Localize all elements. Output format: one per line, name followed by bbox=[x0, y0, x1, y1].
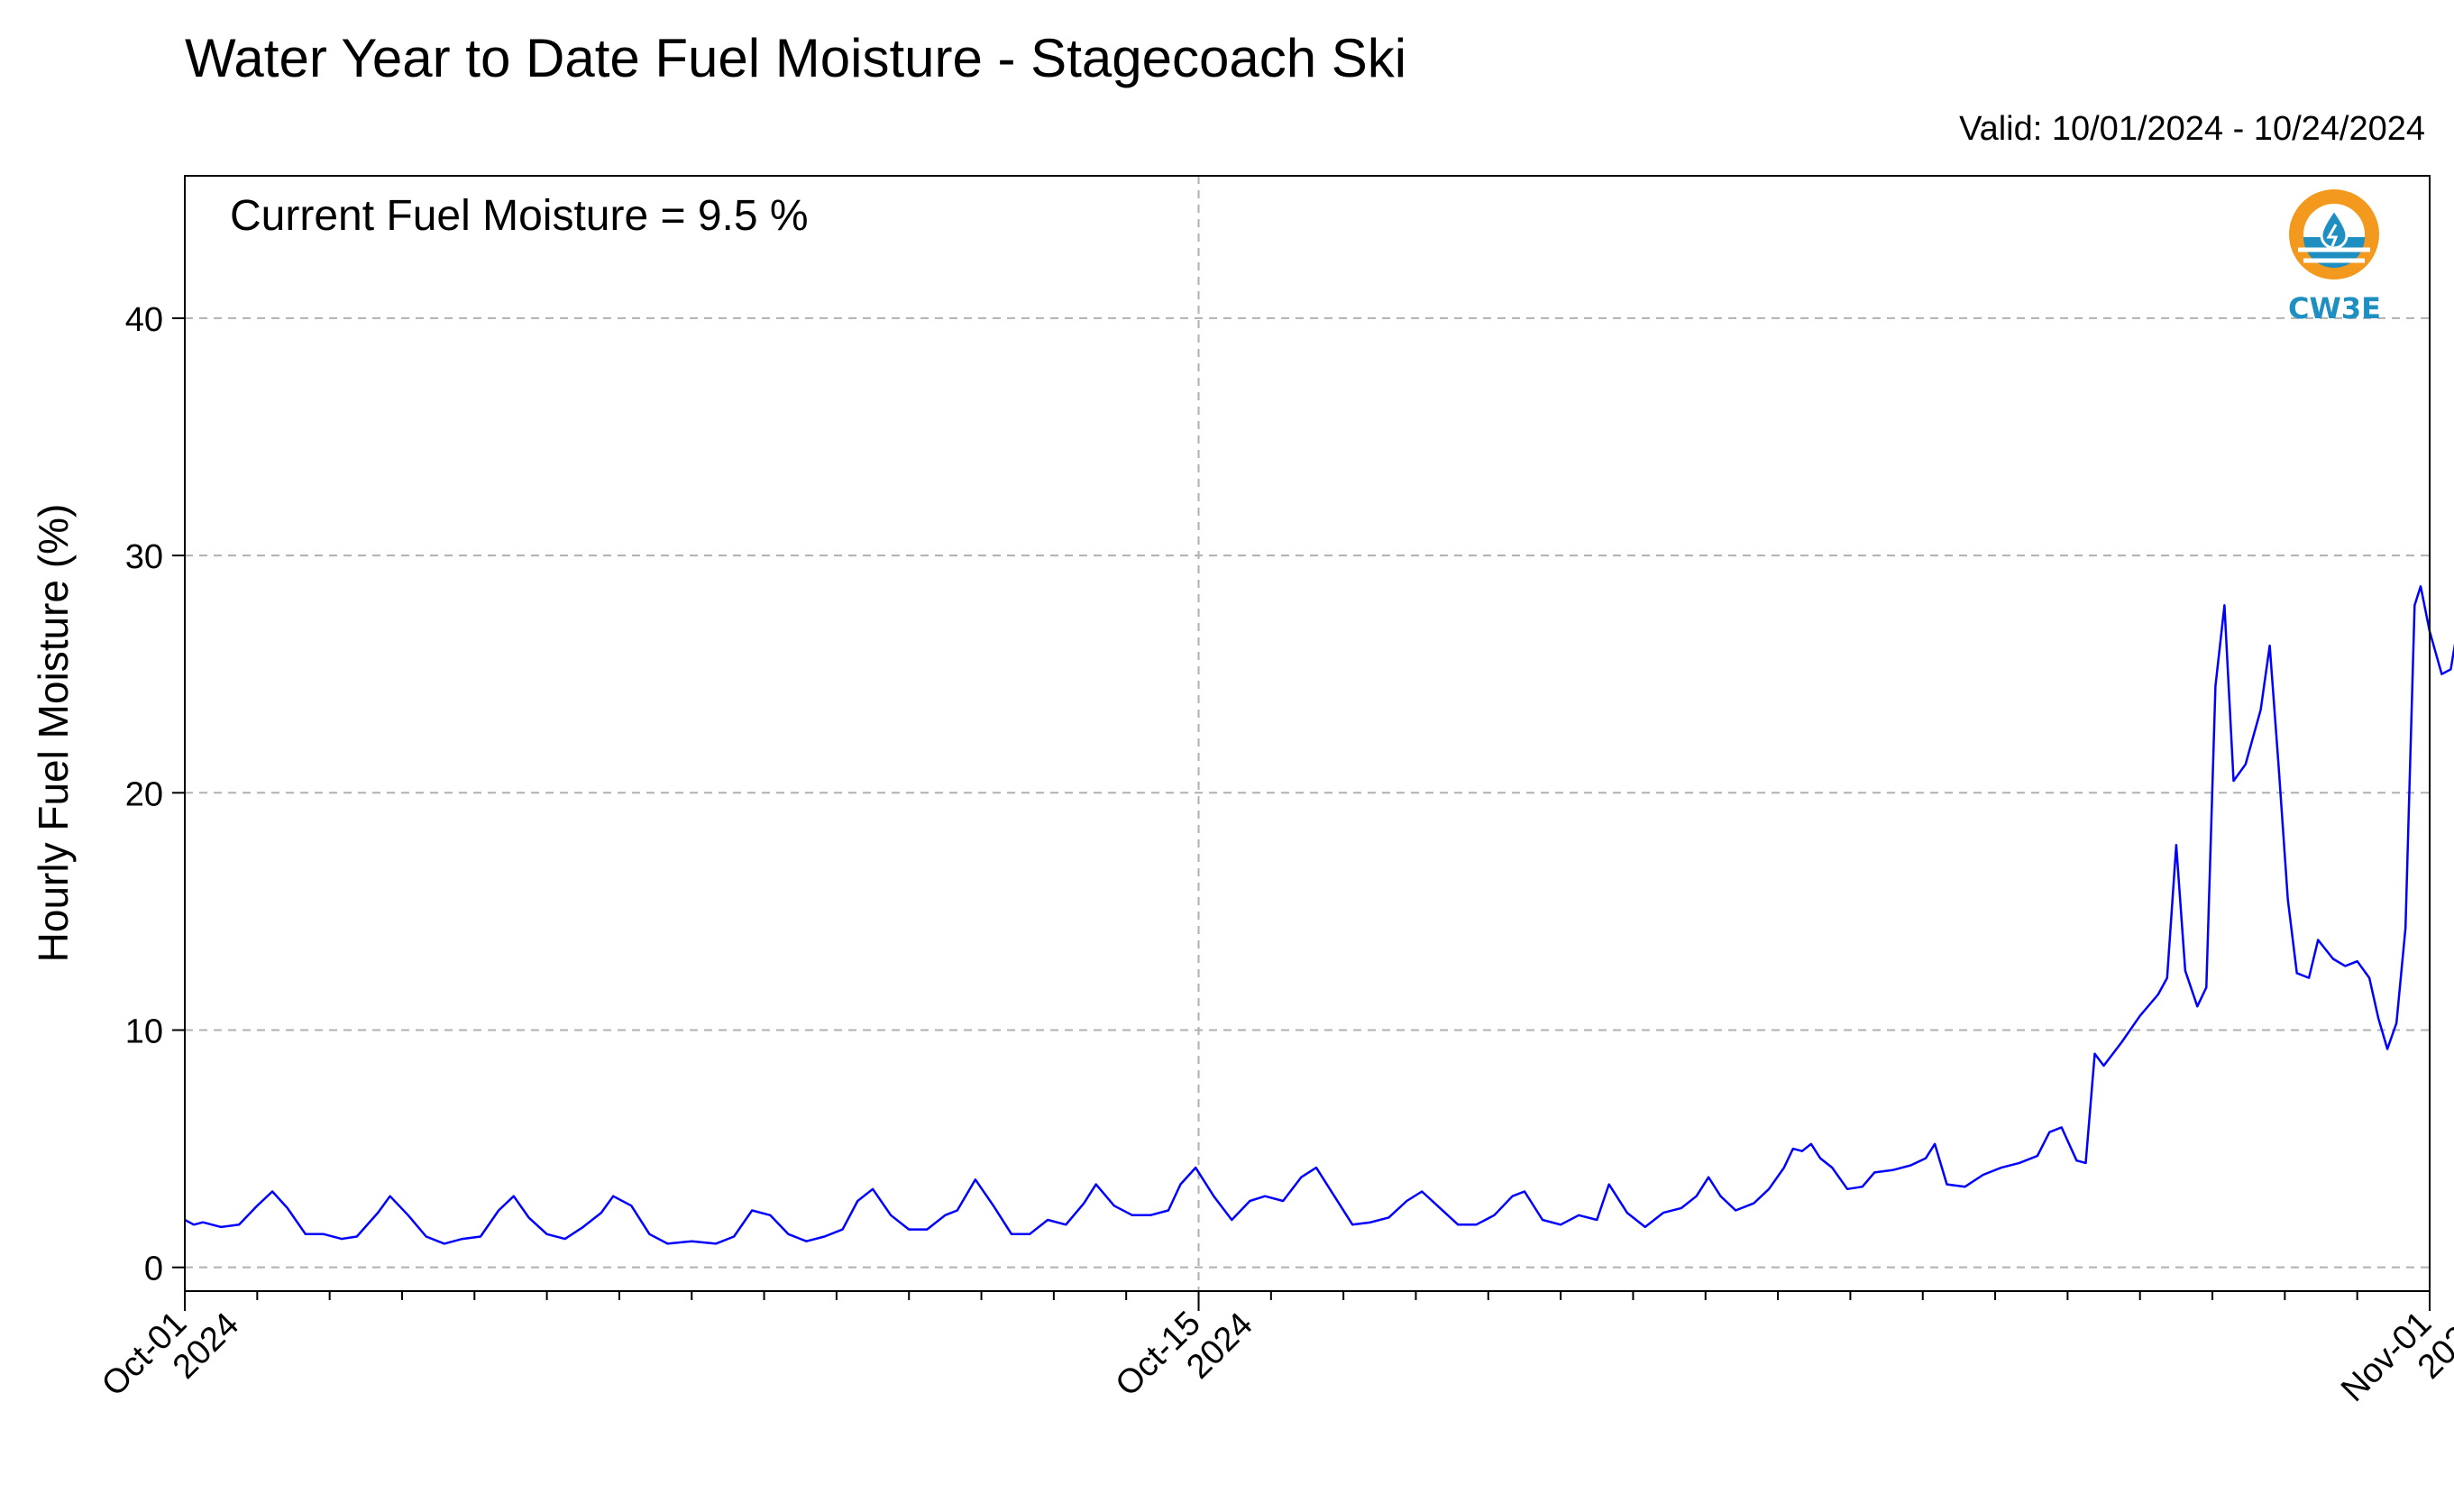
y-axis-label: Hourly Fuel Moisture (%) bbox=[30, 504, 77, 963]
plot-frame bbox=[184, 175, 2431, 1292]
fuel-moisture-line bbox=[184, 585, 2454, 1245]
valid-date-range: Valid: 10/01/2024 - 10/24/2024 bbox=[1959, 110, 2425, 148]
cw3e-logo: CW3E bbox=[2278, 185, 2391, 329]
annotation-current-moisture: Current Fuel Moisture = 9.5 % bbox=[230, 192, 809, 240]
droplet-icon bbox=[2289, 189, 2379, 279]
chart-title: Water Year to Date Fuel Moisture - Stage… bbox=[185, 28, 1407, 88]
x-tick-label: Nov-012024 bbox=[2334, 1278, 2454, 1435]
y-tick-label: 20 bbox=[125, 775, 163, 813]
logo-text: CW3E bbox=[2288, 291, 2381, 325]
x-tick-label: Oct-012024 bbox=[95, 1278, 246, 1430]
y-tick-label: 0 bbox=[144, 1251, 163, 1288]
y-tick-label: 30 bbox=[125, 538, 163, 576]
y-tick-label: 10 bbox=[125, 1013, 163, 1050]
series-layer bbox=[184, 585, 2454, 1245]
y-tick-label: 40 bbox=[125, 301, 163, 339]
grid-lines bbox=[184, 176, 2431, 1291]
ticks: 0 10 20 30 40 Oct-012024 Oct-152024 Nov-012024 bbox=[95, 301, 2454, 1435]
x-tick-label: Oct-152024 bbox=[1109, 1278, 1260, 1430]
